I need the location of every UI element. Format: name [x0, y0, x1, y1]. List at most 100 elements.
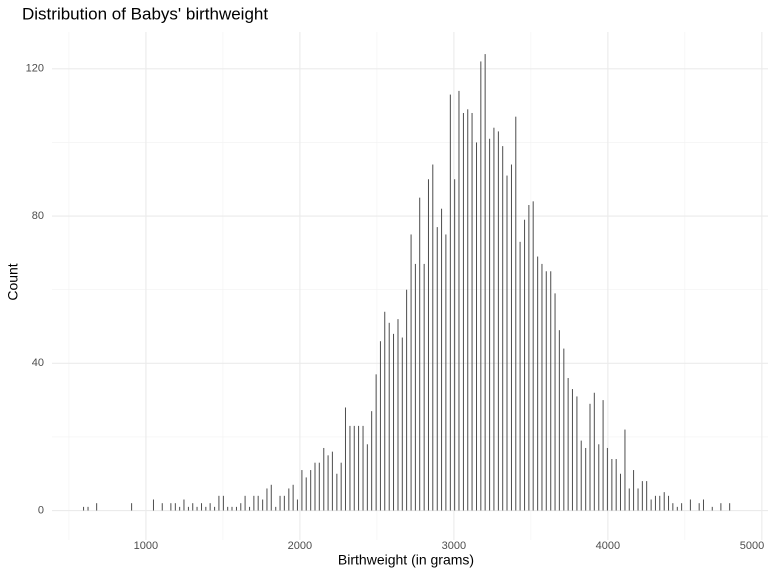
bar [344, 407, 346, 511]
bar [174, 503, 176, 511]
bar [336, 473, 338, 511]
bar [410, 234, 412, 511]
bar [471, 112, 473, 511]
bar [227, 506, 229, 511]
bar [480, 61, 482, 511]
bar [445, 234, 447, 511]
bar [585, 447, 587, 511]
bar [214, 506, 216, 511]
bar [401, 337, 403, 511]
bar [681, 503, 683, 511]
y-axis-title: Count [5, 263, 21, 300]
bar [196, 506, 198, 511]
bar [222, 495, 224, 511]
bar [646, 481, 648, 511]
bar [641, 481, 643, 511]
bar [558, 330, 560, 511]
bar [602, 400, 604, 511]
bar [83, 506, 85, 511]
bar [436, 227, 438, 511]
bar [593, 392, 595, 511]
y-tick-label: 80 [32, 210, 44, 222]
bar [379, 341, 381, 511]
bar [729, 503, 731, 511]
bar [532, 201, 534, 511]
bar [349, 425, 351, 511]
bar [179, 506, 181, 511]
bar [633, 470, 635, 511]
bar [720, 503, 722, 511]
bar [257, 495, 259, 511]
bar [205, 506, 207, 511]
bar [393, 333, 395, 511]
bar [406, 289, 408, 511]
bar [580, 440, 582, 511]
bar [515, 116, 517, 511]
bar [301, 470, 303, 511]
x-tick-label: 5000 [740, 540, 764, 552]
bar [318, 462, 320, 511]
bar [462, 112, 464, 511]
y-tick-label: 120 [26, 63, 44, 75]
bar [266, 488, 268, 511]
bar [340, 462, 342, 511]
bar [524, 219, 526, 511]
bar [314, 462, 316, 511]
bar [606, 447, 608, 511]
bar [279, 495, 281, 511]
bar [554, 293, 556, 511]
bar [240, 503, 242, 511]
bar [331, 451, 333, 511]
bar [637, 488, 639, 511]
bar [497, 131, 499, 511]
bar [249, 506, 251, 511]
bar [663, 492, 665, 511]
bar [672, 503, 674, 511]
bar [419, 197, 421, 511]
bar [275, 506, 277, 511]
bar [489, 138, 491, 511]
bar [244, 495, 246, 511]
bar [414, 263, 416, 511]
bar [576, 396, 578, 511]
bar [441, 208, 443, 511]
bar [519, 241, 521, 511]
bar [654, 495, 656, 511]
bar [423, 263, 425, 511]
bar [528, 205, 530, 511]
bar [397, 319, 399, 511]
bar [493, 127, 495, 511]
bar [506, 175, 508, 511]
bar [235, 506, 237, 511]
bar [449, 94, 451, 511]
x-tick-label: 4000 [596, 540, 620, 552]
bar [310, 470, 312, 511]
bar [366, 444, 368, 511]
bar [253, 495, 255, 511]
x-tick-label: 2000 [288, 540, 312, 552]
bar [288, 488, 290, 511]
bar [201, 503, 203, 511]
bar [689, 499, 691, 511]
y-tick-label: 40 [32, 357, 44, 369]
bar [619, 473, 621, 511]
bar [624, 429, 626, 511]
bar [327, 455, 329, 511]
bar [698, 503, 700, 511]
bar [563, 348, 565, 511]
bar [183, 499, 185, 511]
x-tick-label: 3000 [442, 540, 466, 552]
bar [676, 506, 678, 511]
bar [296, 499, 298, 511]
bar [131, 503, 133, 511]
x-axis-title: Birthweight (in grams) [338, 552, 474, 568]
bar [502, 146, 504, 511]
bar [87, 506, 89, 511]
bar [362, 425, 364, 511]
bar [541, 263, 543, 511]
bar [375, 374, 377, 511]
bar [152, 499, 154, 511]
x-tick-label: 1000 [134, 540, 158, 552]
bar [96, 503, 98, 511]
